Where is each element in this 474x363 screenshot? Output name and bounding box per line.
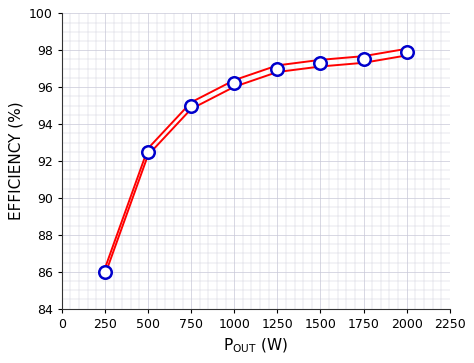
X-axis label: $\mathregular{P_{OUT}}$ (W): $\mathregular{P_{OUT}}$ (W): [223, 336, 288, 355]
Y-axis label: EFFICIENCY (%): EFFICIENCY (%): [9, 102, 23, 220]
